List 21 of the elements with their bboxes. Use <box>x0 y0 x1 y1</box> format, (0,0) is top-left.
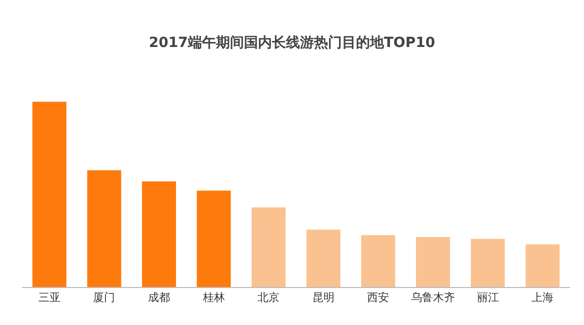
bar <box>416 236 450 287</box>
x-tick-label: 厦门 <box>93 291 116 304</box>
bar <box>526 244 560 287</box>
x-tick-label: 北京 <box>258 291 280 304</box>
bar <box>361 235 396 287</box>
bar <box>87 170 122 287</box>
x-tick-label: 三亚 <box>38 291 60 304</box>
bar <box>196 190 231 287</box>
bar <box>142 181 176 287</box>
bar <box>32 102 66 287</box>
x-tick-label: 桂林 <box>202 291 225 304</box>
x-tick-label: 成都 <box>148 291 170 304</box>
bar <box>470 238 505 287</box>
chart-title: 2017端午期间国内长线游热门目的地TOP10 <box>148 34 436 52</box>
x-tick-label: 上海 <box>532 291 554 304</box>
x-tick-label: 乌鲁木齐 <box>411 291 455 304</box>
x-tick-label: 昆明 <box>312 291 334 304</box>
bar <box>306 230 340 287</box>
bar <box>252 207 286 287</box>
x-tick-label: 西安 <box>367 291 390 304</box>
x-tick-label: 丽江 <box>476 291 499 304</box>
